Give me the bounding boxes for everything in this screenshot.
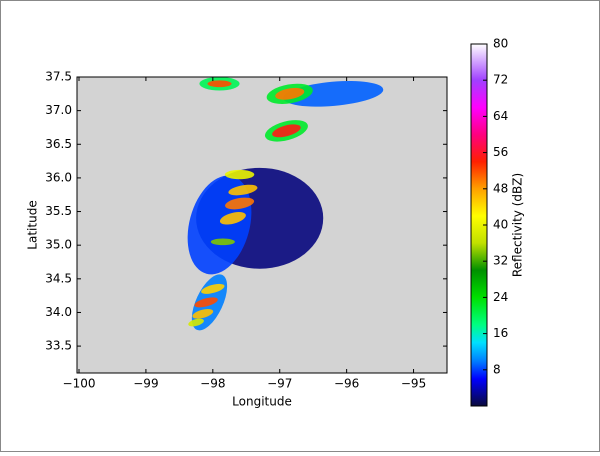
echo-cell (228, 184, 258, 196)
y-tick-label: 34.5 (45, 271, 72, 285)
colorbar-tick-label: 32 (493, 254, 508, 268)
echo-cell (192, 309, 214, 319)
colorbar-tick-label: 72 (493, 73, 508, 87)
x-axis-label: Longitude (232, 395, 292, 409)
x-tick-label: −97 (267, 377, 292, 391)
colorbar-tick-label: 8 (493, 362, 501, 376)
colorbar-tick-label: 40 (493, 218, 508, 232)
colorbar-tick-label: 56 (493, 145, 508, 159)
colorbar-label: Reflectivity (dBZ) (511, 173, 525, 277)
y-axis-label: Latitude (26, 200, 40, 249)
axes-frame (76, 76, 448, 374)
x-tick-label: −99 (133, 377, 158, 391)
colorbar-tick-label: 24 (493, 290, 508, 304)
colorbar-tick-label: 80 (493, 37, 508, 51)
echo-cell (272, 124, 301, 138)
y-tick-label: 36.5 (45, 137, 72, 151)
echoes (187, 77, 384, 331)
x-tick-label: −98 (200, 377, 225, 391)
echo-cell (188, 318, 204, 327)
echo-cell (201, 283, 225, 294)
y-tick-label: 37.0 (45, 103, 72, 117)
echo-cell (210, 238, 235, 246)
y-tick-label: 34.0 (45, 305, 72, 319)
colorbar-tick-label: 48 (493, 181, 508, 195)
y-tick-label: 33.5 (45, 339, 72, 353)
colorbar-tick-label: 16 (493, 326, 508, 340)
y-tick-label: 35.5 (45, 204, 72, 218)
echo-cell (219, 212, 246, 225)
echo-cell (194, 297, 218, 308)
echo-cell (275, 87, 305, 100)
y-tick-label: 37.5 (45, 70, 72, 84)
x-tick-label: −95 (401, 377, 426, 391)
y-tick-label: 35.0 (45, 238, 72, 252)
x-tick-label: −96 (334, 377, 359, 391)
x-tick-label: −100 (63, 377, 96, 391)
y-tick-label: 36.0 (45, 170, 72, 184)
echo-cell (224, 169, 255, 180)
colorbar-tick-label: 64 (493, 109, 508, 123)
echo-cell (207, 80, 232, 88)
echo-cell (225, 197, 255, 210)
